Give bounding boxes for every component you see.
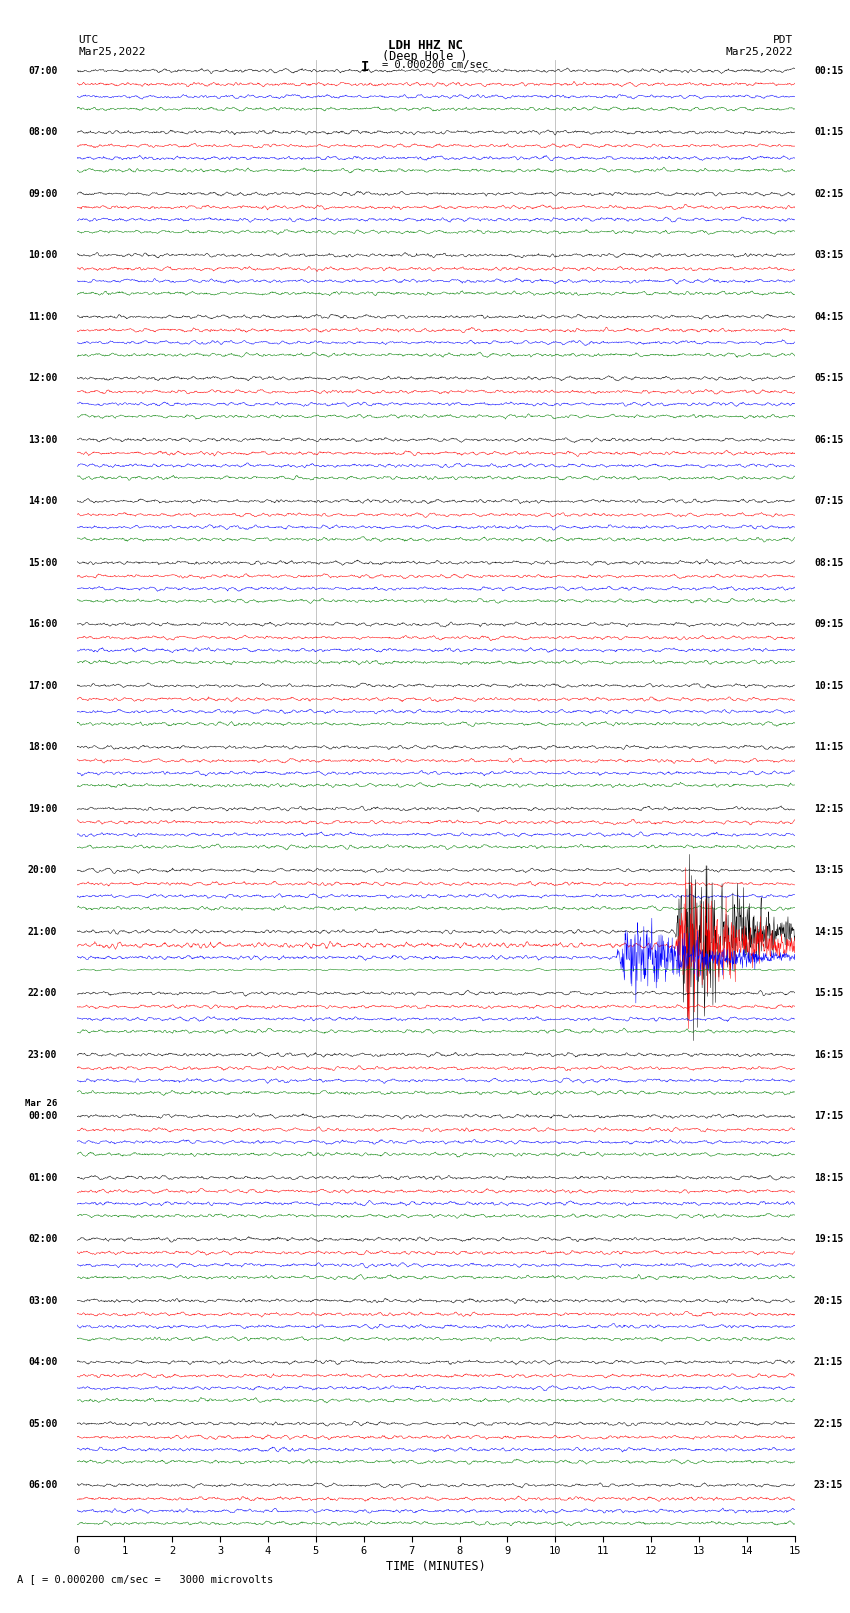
- Text: 00:15: 00:15: [814, 66, 843, 76]
- Text: 05:00: 05:00: [28, 1419, 57, 1429]
- Text: 23:15: 23:15: [814, 1481, 843, 1490]
- Text: 14:00: 14:00: [28, 497, 57, 506]
- Text: 16:00: 16:00: [28, 619, 57, 629]
- Text: Mar 26: Mar 26: [26, 1100, 57, 1108]
- Text: 01:15: 01:15: [814, 127, 843, 137]
- Text: 08:00: 08:00: [28, 127, 57, 137]
- Text: 04:15: 04:15: [814, 311, 843, 321]
- Text: 22:15: 22:15: [814, 1419, 843, 1429]
- Text: 23:00: 23:00: [28, 1050, 57, 1060]
- Text: 11:00: 11:00: [28, 311, 57, 321]
- Text: 10:15: 10:15: [814, 681, 843, 690]
- Text: 02:00: 02:00: [28, 1234, 57, 1244]
- Text: 05:15: 05:15: [814, 373, 843, 384]
- Text: = 0.000200 cm/sec: = 0.000200 cm/sec: [382, 60, 489, 69]
- Text: 07:00: 07:00: [28, 66, 57, 76]
- Text: 02:15: 02:15: [814, 189, 843, 198]
- Text: 16:15: 16:15: [814, 1050, 843, 1060]
- Text: PDT: PDT: [773, 35, 793, 45]
- Text: 03:00: 03:00: [28, 1295, 57, 1305]
- Text: 12:15: 12:15: [814, 803, 843, 813]
- Text: 09:00: 09:00: [28, 189, 57, 198]
- Text: 14:15: 14:15: [814, 927, 843, 937]
- Text: 00:00: 00:00: [28, 1111, 57, 1121]
- Text: Mar25,2022: Mar25,2022: [78, 47, 145, 56]
- Text: 18:15: 18:15: [814, 1173, 843, 1182]
- Text: 18:00: 18:00: [28, 742, 57, 752]
- Text: A [ = 0.000200 cm/sec =   3000 microvolts: A [ = 0.000200 cm/sec = 3000 microvolts: [17, 1574, 273, 1584]
- Text: 13:00: 13:00: [28, 436, 57, 445]
- Text: 19:00: 19:00: [28, 803, 57, 813]
- Text: 03:15: 03:15: [814, 250, 843, 260]
- X-axis label: TIME (MINUTES): TIME (MINUTES): [386, 1560, 485, 1573]
- Text: 22:00: 22:00: [28, 989, 57, 998]
- Text: 04:00: 04:00: [28, 1357, 57, 1368]
- Text: 20:15: 20:15: [814, 1295, 843, 1305]
- Text: Mar25,2022: Mar25,2022: [726, 47, 793, 56]
- Text: 13:15: 13:15: [814, 865, 843, 876]
- Text: 20:00: 20:00: [28, 865, 57, 876]
- Text: 08:15: 08:15: [814, 558, 843, 568]
- Text: 21:00: 21:00: [28, 927, 57, 937]
- Text: UTC: UTC: [78, 35, 99, 45]
- Text: 15:15: 15:15: [814, 989, 843, 998]
- Text: I: I: [361, 60, 370, 74]
- Text: 06:00: 06:00: [28, 1481, 57, 1490]
- Text: 21:15: 21:15: [814, 1357, 843, 1368]
- Text: 09:15: 09:15: [814, 619, 843, 629]
- Text: 15:00: 15:00: [28, 558, 57, 568]
- Text: 06:15: 06:15: [814, 436, 843, 445]
- Text: 12:00: 12:00: [28, 373, 57, 384]
- Text: 19:15: 19:15: [814, 1234, 843, 1244]
- Text: (Deep Hole ): (Deep Hole ): [382, 50, 468, 63]
- Text: 17:00: 17:00: [28, 681, 57, 690]
- Text: 07:15: 07:15: [814, 497, 843, 506]
- Text: 11:15: 11:15: [814, 742, 843, 752]
- Text: 01:00: 01:00: [28, 1173, 57, 1182]
- Text: 10:00: 10:00: [28, 250, 57, 260]
- Text: LDH HHZ NC: LDH HHZ NC: [388, 39, 462, 52]
- Text: 17:15: 17:15: [814, 1111, 843, 1121]
